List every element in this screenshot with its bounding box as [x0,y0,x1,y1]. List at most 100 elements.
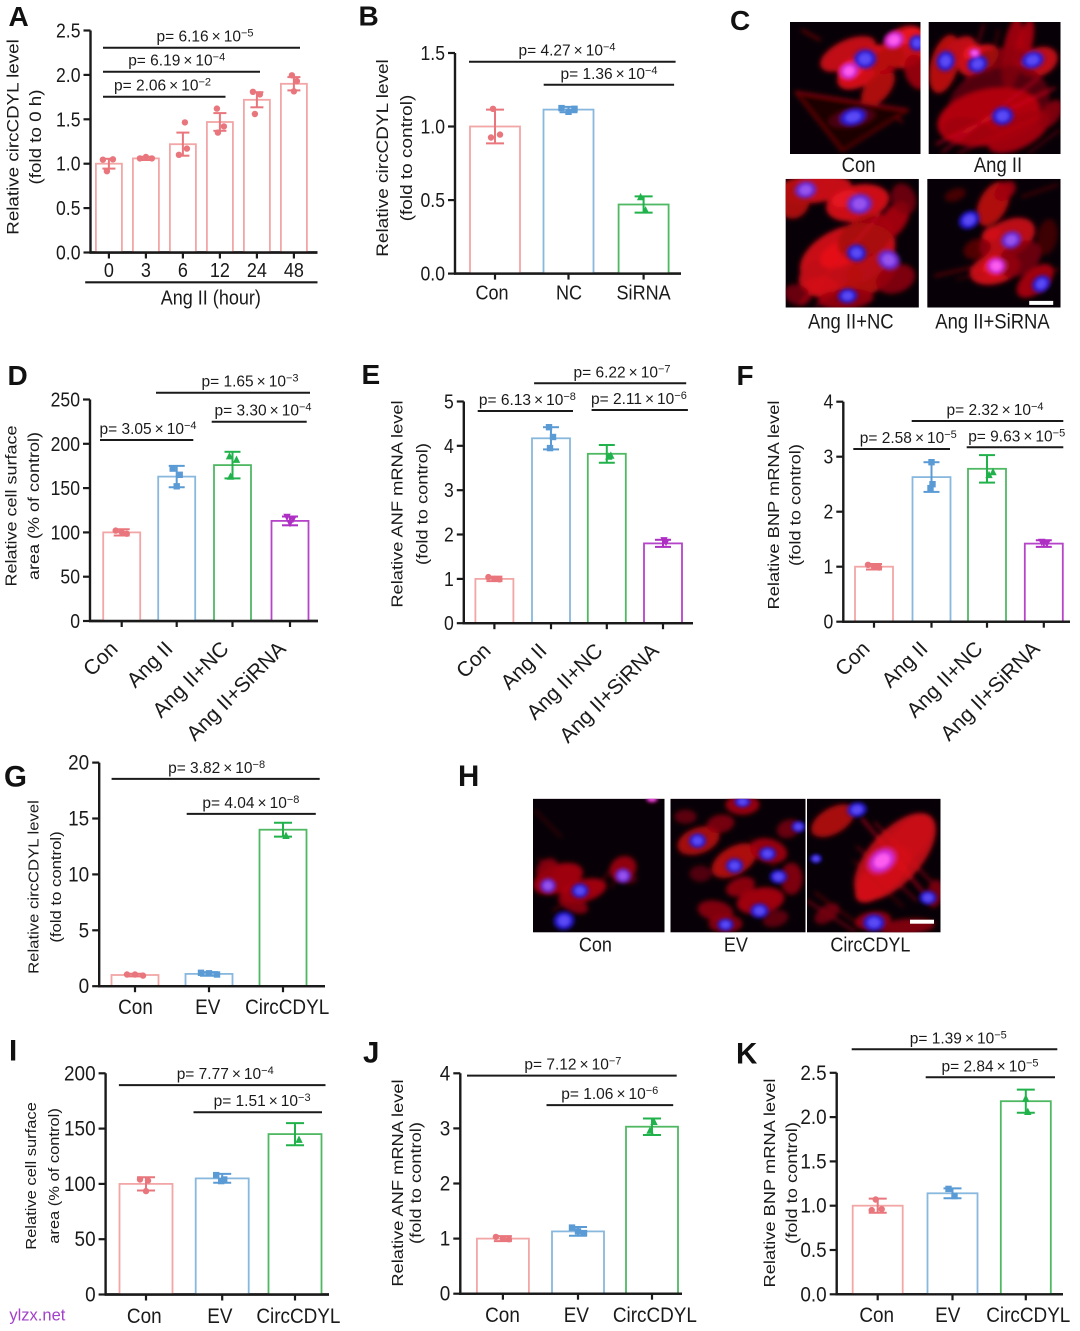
svg-text:G: G [4,761,27,794]
svg-text:EV: EV [207,1305,233,1328]
svg-text:Ang II (hour): Ang II (hour) [161,288,261,310]
svg-text:p= 7.77×10−4: p= 7.77 × 10−4 [177,1065,274,1083]
svg-text:1.0: 1.0 [56,153,80,175]
svg-text:3: 3 [824,446,834,468]
svg-text:area (% of control): area (% of control) [25,432,43,580]
svg-text:p= 4.27×10−4: p= 4.27 × 10−4 [518,42,615,60]
svg-text:Con: Con [118,996,153,1019]
svg-text:Relative BNP mRNA level: Relative BNP mRNA level [760,1079,779,1288]
svg-text:150: 150 [64,1118,96,1141]
svg-text:Con: Con [475,283,508,305]
svg-text:150: 150 [51,477,80,499]
svg-text:Relative ANF mRNA level: Relative ANF mRNA level [388,1079,407,1286]
svg-text:NC: NC [556,283,582,305]
svg-text:A: A [9,1,29,32]
svg-text:p= 6.16×10−5: p= 6.16 × 10−5 [156,28,253,46]
svg-text:(fold to control): (fold to control) [412,443,431,565]
svg-text:p= 1.39×10−5: p= 1.39 × 10−5 [910,1029,1007,1047]
svg-text:2.5: 2.5 [56,19,80,41]
svg-text:Con: Con [842,154,876,177]
svg-text:p= 6.19×10−4: p= 6.19 × 10−4 [128,52,225,70]
svg-text:48: 48 [284,260,304,282]
svg-text:200: 200 [51,433,80,455]
svg-text:2.0: 2.0 [800,1106,826,1129]
svg-text:CircCDYL: CircCDYL [245,996,329,1019]
svg-text:Ang II+SiRNA: Ang II+SiRNA [936,637,1044,745]
svg-text:p= 2.11×10−6: p= 2.11 × 10−6 [591,390,687,408]
svg-text:Ang II+SiRNA: Ang II+SiRNA [935,310,1050,333]
svg-text:2.5: 2.5 [800,1062,826,1085]
svg-text:0: 0 [85,1283,96,1306]
svg-text:D: D [8,360,28,391]
svg-text:100: 100 [51,521,80,543]
svg-text:50: 50 [75,1228,96,1251]
svg-text:1.0: 1.0 [421,115,445,137]
svg-text:0: 0 [79,975,90,998]
svg-text:area (% of control): area (% of control) [47,1108,63,1244]
svg-text:CircCDYL: CircCDYL [986,1304,1070,1327]
svg-text:2: 2 [440,1172,451,1195]
svg-text:Relative ANF mRNA level: Relative ANF mRNA level [387,400,406,607]
svg-text:2: 2 [444,523,454,545]
svg-text:EV: EV [724,935,748,957]
svg-text:6: 6 [178,260,188,282]
svg-text:3: 3 [444,479,454,501]
svg-text:2: 2 [824,501,834,523]
svg-text:0: 0 [440,1283,451,1306]
svg-text:CircCDYL: CircCDYL [830,935,910,957]
svg-text:p= 6.13×10−8: p= 6.13 × 10−8 [479,391,576,409]
svg-text:1.5: 1.5 [56,108,80,130]
svg-text:p= 3.05×10−4: p= 3.05 × 10−4 [99,420,196,438]
svg-text:0: 0 [104,260,114,282]
svg-text:24: 24 [247,260,267,282]
svg-text:1.0: 1.0 [800,1195,826,1218]
svg-text:100: 100 [64,1173,96,1196]
svg-text:B: B [359,1,379,32]
svg-text:10: 10 [68,863,89,886]
svg-text:(fold to control): (fold to control) [786,444,805,566]
svg-text:1: 1 [444,568,454,590]
svg-text:(fold to 0 h): (fold to 0 h) [26,90,45,185]
svg-text:F: F [737,360,754,391]
svg-text:p= 2.84×10−5: p= 2.84 × 10−5 [941,1057,1038,1075]
svg-text:0.5: 0.5 [56,197,80,219]
svg-text:(fold to control): (fold to control) [782,1122,801,1244]
svg-text:Relative cell surface: Relative cell surface [2,426,20,587]
svg-text:EV: EV [195,996,221,1019]
svg-text:Con: Con [859,1304,894,1327]
svg-text:p= 1.65×10−3: p= 1.65 × 10−3 [201,373,298,391]
svg-text:2.0: 2.0 [56,64,80,86]
svg-text:p= 3.82×10−8: p= 3.82 × 10−8 [168,759,265,777]
svg-text:p= 1.36×10−4: p= 1.36 × 10−4 [560,65,657,83]
svg-text:1: 1 [824,556,834,578]
svg-text:4: 4 [824,391,834,413]
svg-text:p= 2.06×10−2: p= 2.06 × 10−2 [114,77,211,95]
svg-text:I: I [9,1035,17,1068]
svg-text:Con: Con [79,637,123,681]
svg-text:Ang II+SiRNA: Ang II+SiRNA [555,639,663,747]
svg-text:EV: EV [935,1304,961,1327]
svg-text:p= 6.22×10−7: p= 6.22 × 10−7 [573,363,670,381]
svg-text:0.0: 0.0 [56,241,80,263]
svg-text:Relative circCDYL level: Relative circCDYL level [4,39,23,234]
svg-text:p= 2.58×10−5: p= 2.58 × 10−5 [860,429,957,447]
svg-text:1.5: 1.5 [421,42,445,64]
svg-text:CircCDYL: CircCDYL [613,1304,697,1327]
svg-text:p= 7.12×10−7: p= 7.12 × 10−7 [524,1056,621,1074]
svg-text:0.0: 0.0 [421,263,445,285]
svg-text:Ang II: Ang II [974,154,1022,177]
svg-text:Con: Con [485,1304,520,1327]
svg-text:ylzx.net: ylzx.net [9,1307,65,1325]
svg-text:3: 3 [440,1117,451,1140]
svg-text:5: 5 [444,390,454,412]
svg-text:Relative circCDYL level: Relative circCDYL level [373,59,392,257]
svg-text:(fold to control): (fold to control) [397,95,416,222]
svg-text:200: 200 [64,1062,96,1085]
svg-text:p= 9.63×10−5: p= 9.63 × 10−5 [968,427,1065,445]
svg-text:50: 50 [60,566,80,588]
svg-text:0.5: 0.5 [421,189,445,211]
svg-text:Relative circCDYL level: Relative circCDYL level [26,800,42,974]
svg-text:15: 15 [68,807,89,830]
svg-text:250: 250 [51,388,80,410]
svg-text:K: K [736,1038,758,1071]
